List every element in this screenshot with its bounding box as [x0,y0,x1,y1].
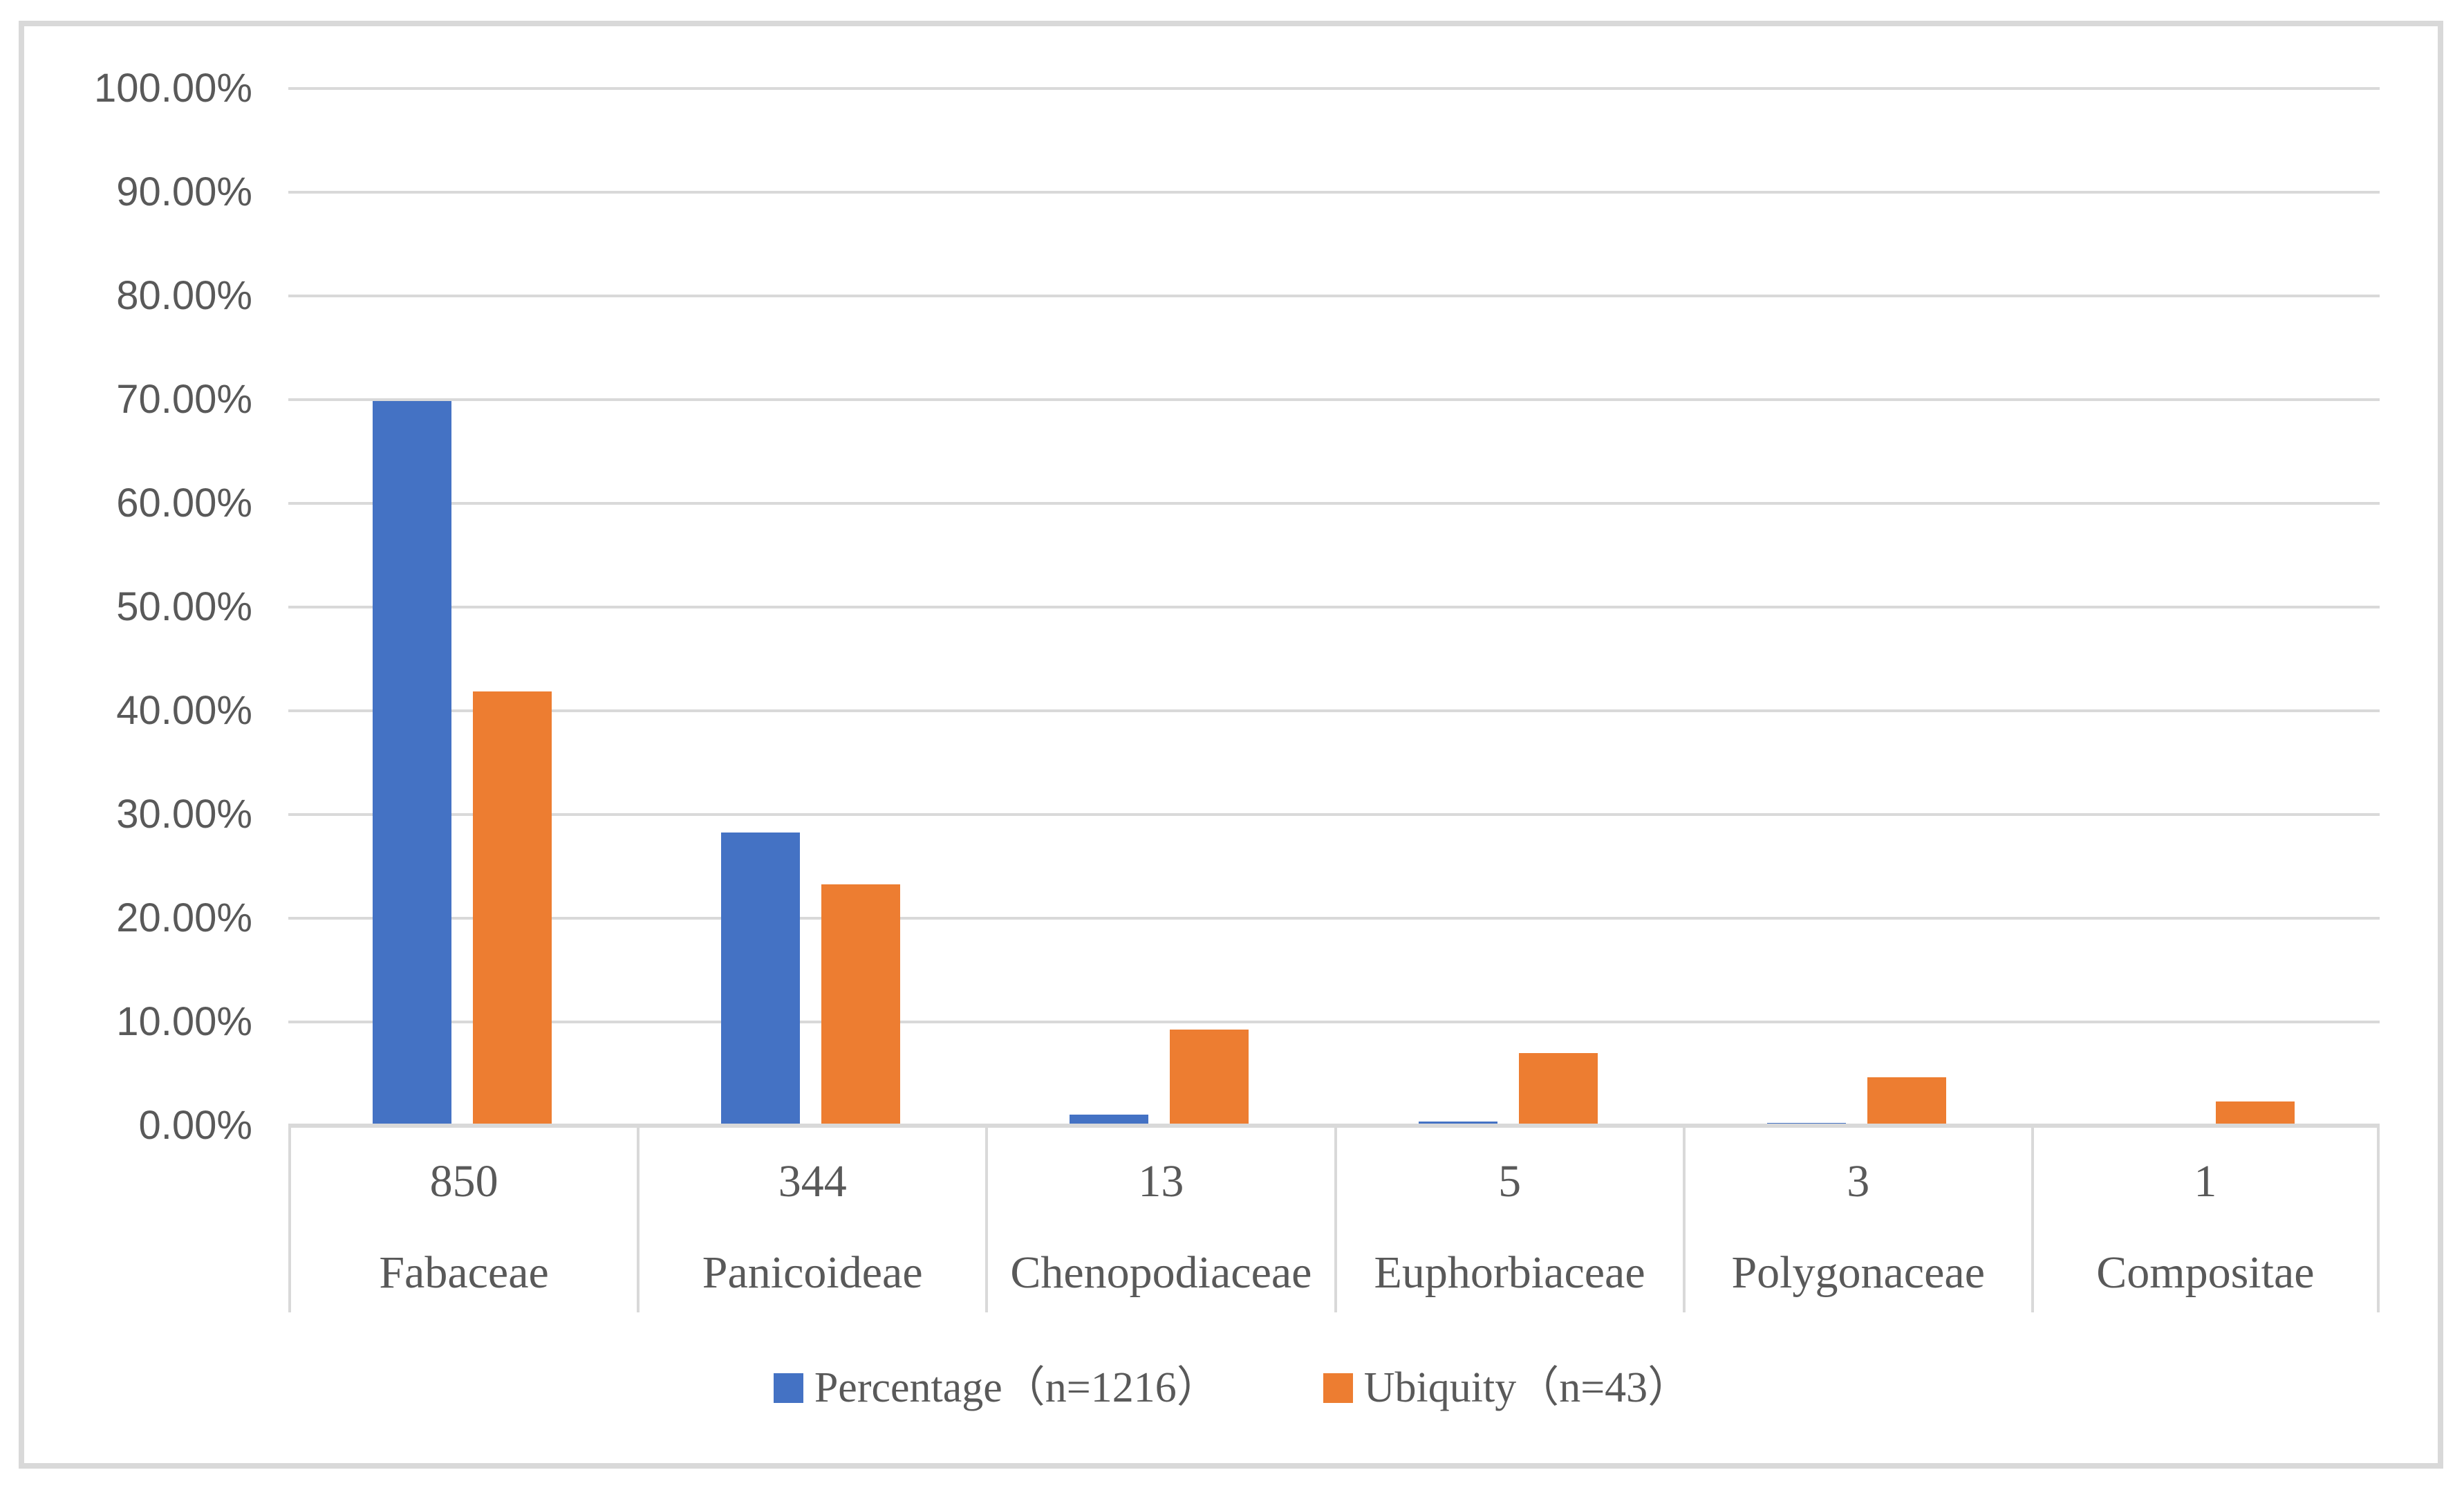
legend-swatch-icon [773,1373,803,1403]
bar-percentage-chenopodiaceae [1070,1114,1149,1124]
category-name-label: Polygonaceae [1731,1247,1985,1298]
x-axis-line [288,1124,2380,1128]
gridline-50 [288,606,2380,608]
y-tick-label-30: 30.00% [116,792,252,837]
gridline-20 [288,917,2380,920]
bar-percentage-euphorbiaceae [1418,1121,1497,1124]
gridline-40 [288,709,2380,712]
y-tick-label-60: 60.00% [116,481,252,526]
bar-ubiquity-polygonaceae [1867,1077,1946,1124]
y-tick-label-100: 100.00% [94,66,252,111]
bar-ubiquity-fabaceae [473,691,552,1124]
category-cell-fabaceae: 850 Fabaceae [288,1128,637,1312]
gridline-100 [288,87,2380,90]
category-name-label: Chenopodiaceae [1010,1247,1312,1298]
category-count-label: 3 [1847,1155,1870,1207]
gridline-30 [288,813,2380,816]
bar-ubiquity-chenopodiaceae [1170,1029,1249,1124]
category-name-label: Euphorbiaceae [1374,1247,1645,1298]
bar-ubiquity-euphorbiaceae [1518,1053,1598,1124]
category-cell-panicoideae: 344 Panicoideae [637,1128,985,1312]
gridline-70 [288,398,2380,401]
category-cell-chenopodiaceae: 13 Chenopodiaceae [985,1128,1334,1312]
bar-ubiquity-panicoideae [821,884,901,1124]
category-name-label: Compositae [2096,1247,2315,1298]
legend-label: Ubiquity（n=43） [1363,1364,1691,1411]
bar-percentage-fabaceae [373,400,451,1124]
y-tick-label-90: 90.00% [116,169,252,214]
y-tick-label-20: 20.00% [116,895,252,940]
bar-percentage-panicoideae [721,832,801,1124]
gridline-80 [288,295,2380,297]
y-tick-label-0: 0.00% [138,1103,252,1148]
category-cell-euphorbiaceae: 5 Euphorbiaceae [1334,1128,1683,1312]
legend-label: Percentage（n=1216） [814,1364,1220,1411]
legend: Percentage（n=1216） Ubiquity（n=43） [0,1357,2464,1419]
y-tick-label-40: 40.00% [116,688,252,733]
gridline-10 [288,1021,2380,1023]
gridline-60 [288,502,2380,505]
category-count-label: 13 [1138,1155,1184,1207]
y-tick-label-50: 50.00% [116,584,252,629]
legend-entry-ubiquity: Ubiquity（n=43） [1323,1364,1690,1412]
y-tick-label-10: 10.00% [116,999,252,1044]
category-count-label: 1 [2194,1155,2217,1207]
category-count-label: 344 [778,1155,847,1207]
category-cell-polygonaceae: 3 Polygonaceae [1682,1128,2031,1312]
gridline-90 [288,191,2380,194]
category-count-label: 5 [1498,1155,1522,1207]
y-tick-label-80: 80.00% [116,273,252,318]
category-name-label: Fabaceae [379,1247,549,1298]
bar-percentage-polygonaceae [1766,1123,1846,1124]
category-count-label: 850 [429,1155,498,1207]
bar-ubiquity-compositae [2215,1101,2295,1124]
legend-swatch-icon [1323,1373,1353,1403]
legend-entry-percentage: Percentage（n=1216） [773,1364,1220,1412]
category-name-label: Panicoideae [702,1247,923,1298]
y-tick-label-70: 70.00% [116,377,252,422]
category-cell-compositae: 1 Compositae [2031,1128,2380,1312]
